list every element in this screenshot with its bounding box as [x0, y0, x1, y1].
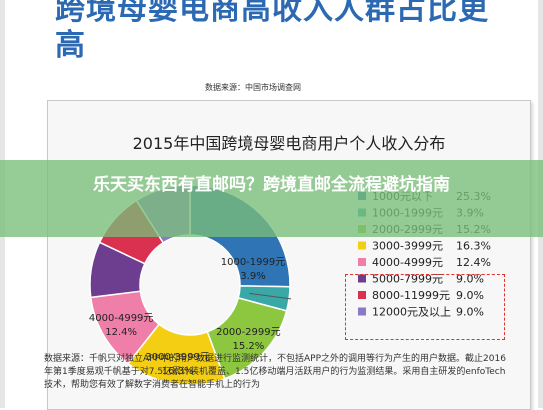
legend-label: 8000-11999元: [372, 289, 450, 302]
callout-label: 1000-1999元: [221, 257, 286, 268]
legend-swatch: [358, 307, 366, 316]
legend-label: 12000元及以上: [372, 306, 451, 319]
legend-value: 9.0%: [456, 306, 484, 319]
chart-title: 2015年中国跨境母婴电商用户个人收入分布: [132, 134, 446, 153]
legend-value: 9.0%: [456, 273, 484, 286]
legend-swatch: [358, 274, 366, 283]
callout-line: [249, 292, 292, 300]
legend-swatch: [358, 258, 366, 266]
legend-label: 5000-7999元: [372, 273, 443, 286]
slice-value: 16.3%: [162, 366, 194, 377]
banner-title[interactable]: 乐天买东西有直邮吗？跨境直邮全流程避坑指南: [93, 175, 450, 195]
slice-value: 15.2%: [232, 341, 264, 352]
legend-swatch: [358, 291, 366, 299]
footnote: 数据来源：千帆只对独立APP中的用户数据进行监测统计，不包括APP之外的调用等行…: [44, 354, 506, 390]
slice-label: 3000-3999元: [145, 352, 210, 363]
legend-swatch: [358, 241, 366, 250]
headline: 跨境母婴电商高收入人群占比更高: [55, 0, 489, 63]
legend-value: 16.3%: [456, 240, 491, 253]
legend-value: 9.0%: [456, 289, 484, 302]
slice-value: 12.4%: [105, 327, 137, 338]
slice-label: 2000-2999元: [216, 327, 281, 338]
legend-label: 3000-3999元: [372, 240, 443, 253]
overlay-banner: [0, 160, 543, 237]
legend-label: 4000-4999元: [372, 256, 443, 269]
callout-value: 3.9%: [240, 271, 265, 282]
source-text: 数据来源：中国市场调查网: [205, 83, 301, 92]
legend-value: 12.4%: [456, 256, 491, 269]
highlight-box: [345, 274, 505, 340]
slice-label: 4000-4999元: [89, 313, 154, 324]
